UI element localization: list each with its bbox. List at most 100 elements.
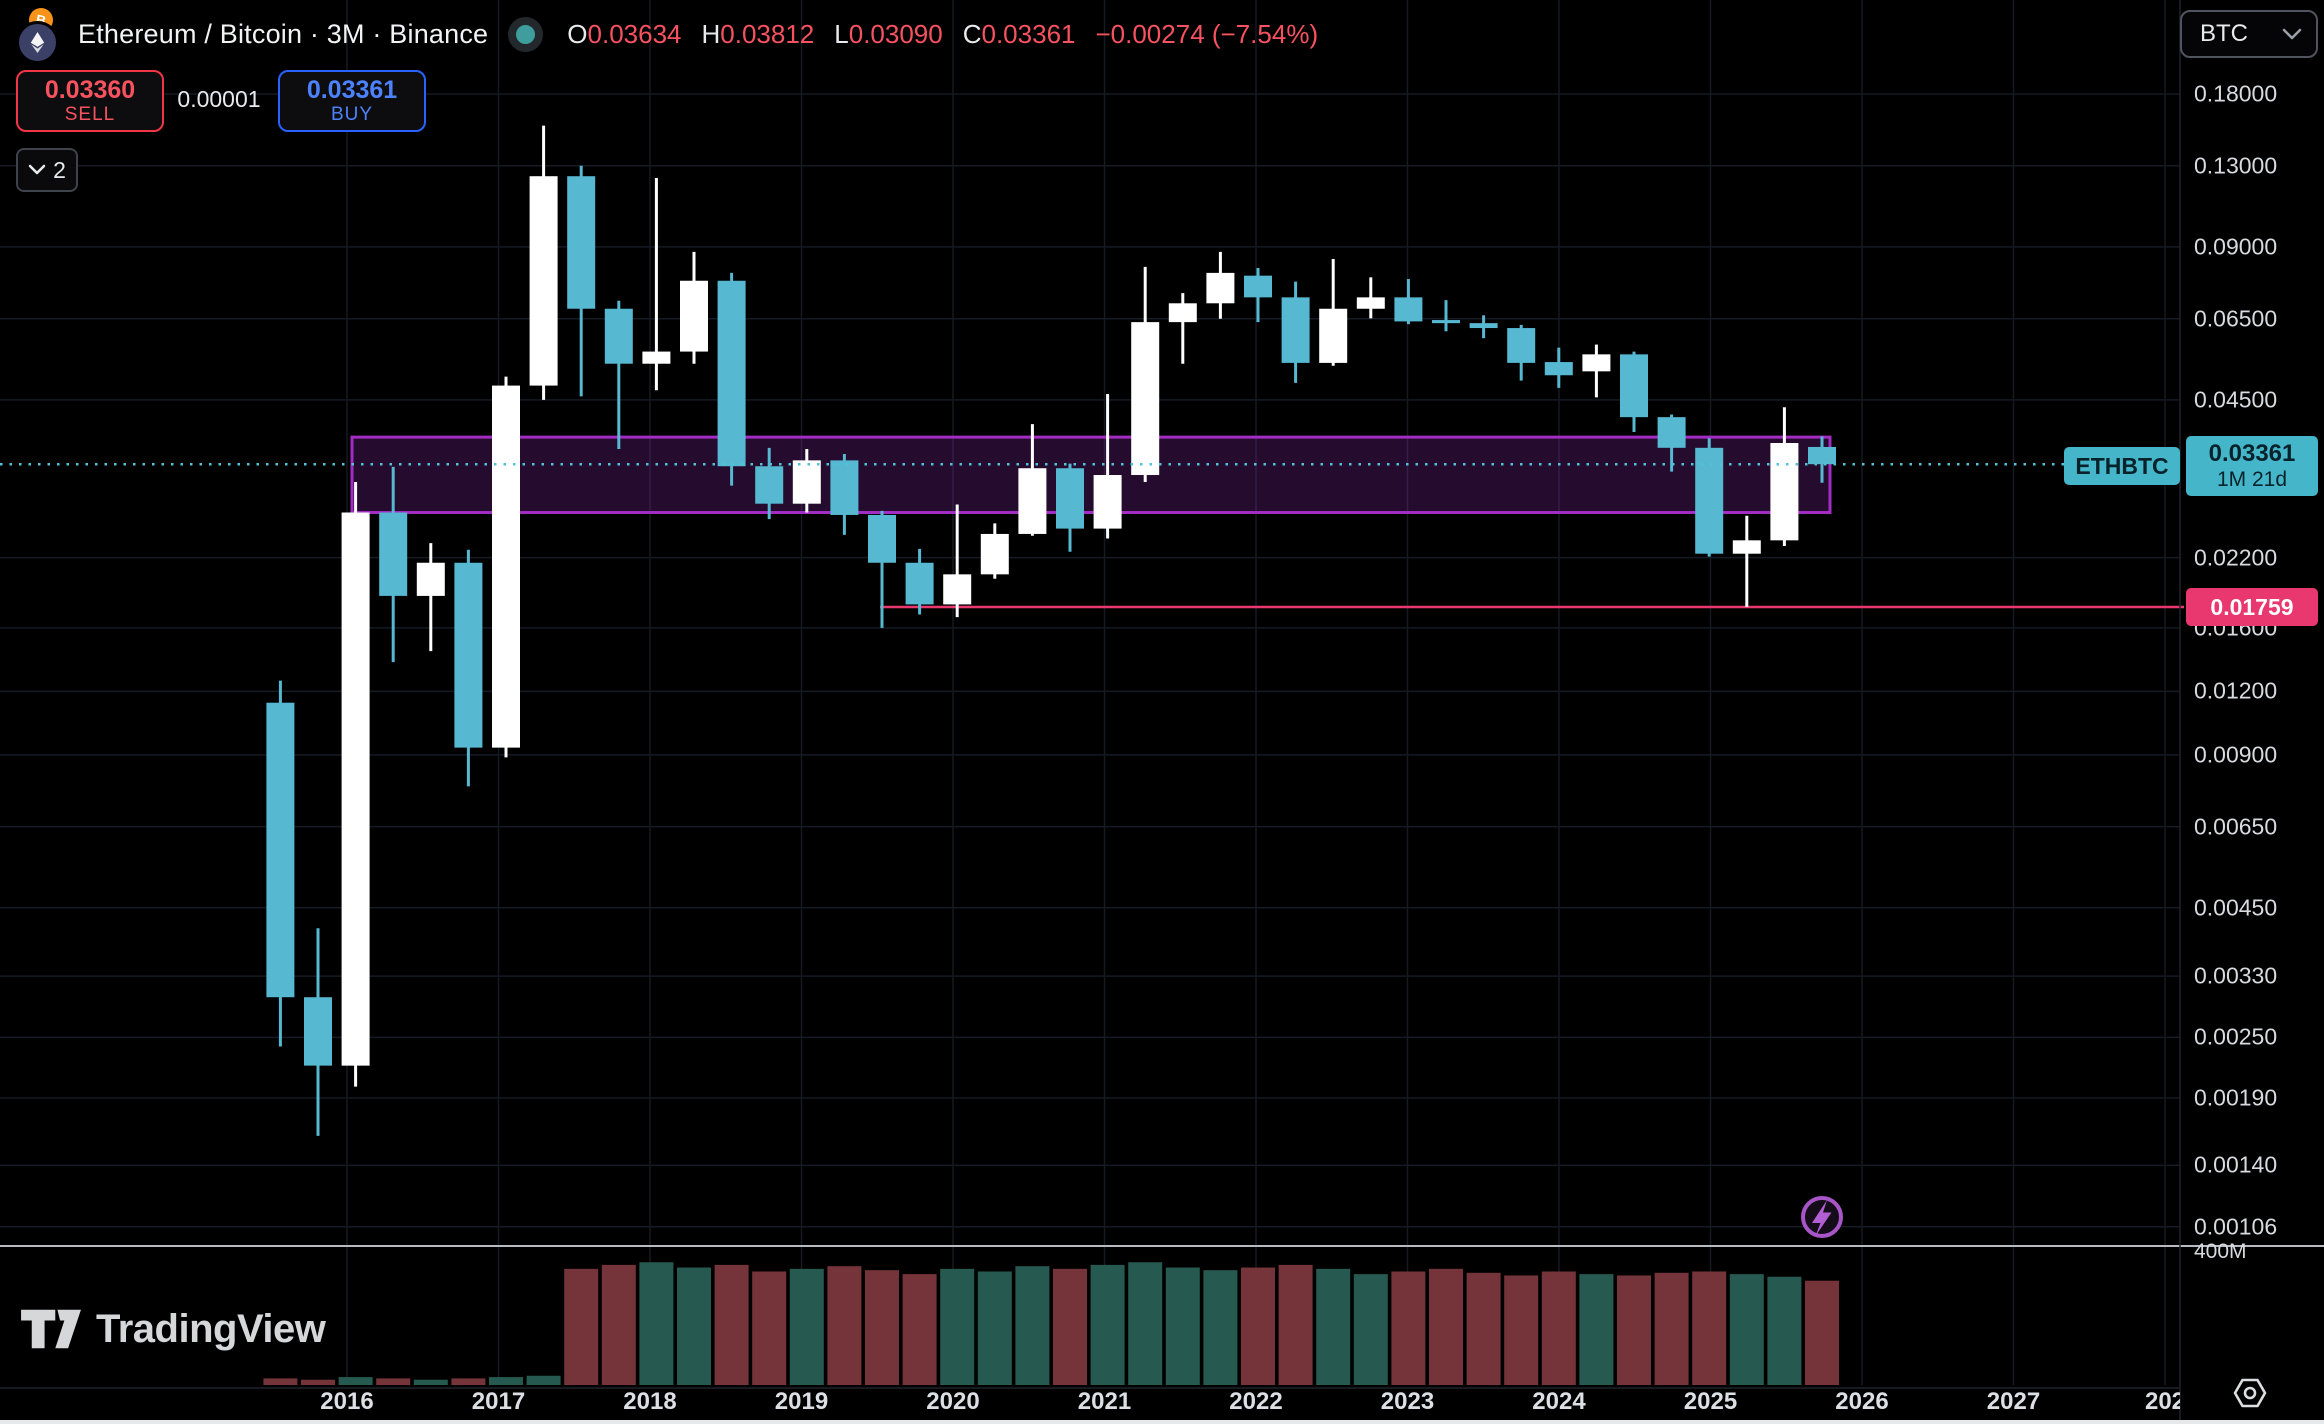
candle-body <box>717 280 746 467</box>
volume-bar <box>564 1268 599 1385</box>
candle-body <box>1356 297 1385 309</box>
ohlc-values: O0.03634 H0.03812 L0.03090 C0.03361 −0.0… <box>567 19 1318 50</box>
volume-bar <box>1316 1268 1351 1385</box>
low-key: L <box>834 18 849 49</box>
year-label: 2018 <box>623 1388 677 1415</box>
candle-body <box>1206 272 1235 304</box>
volume-bar <box>1541 1271 1576 1385</box>
candle-body <box>1244 275 1272 298</box>
year-label: 2017 <box>471 1388 526 1415</box>
year-label: 2026 <box>1835 1388 1889 1415</box>
candle-countdown-badge[interactable]: 2 <box>16 148 78 192</box>
volume-bar <box>376 1378 411 1385</box>
candle-body <box>1469 323 1498 329</box>
open-key: O <box>567 18 588 49</box>
volume-bar <box>1203 1270 1238 1385</box>
open-value: 0.03634 <box>587 18 682 49</box>
candle-body <box>1808 446 1836 465</box>
price-tick-label: 0.06500 <box>2194 305 2278 332</box>
time-axis[interactable]: 2016 2017 2018 2019 2020 2021 2022 2023 2024 2025… <box>0 1388 2180 1424</box>
currency-dropdown[interactable]: BTC <box>2180 10 2318 58</box>
volume-bar <box>1504 1275 1539 1385</box>
volume-bar <box>338 1377 373 1385</box>
year-label: 2019 <box>774 1388 829 1415</box>
bar-countdown: 1M 21d <box>2216 467 2288 491</box>
high-value: 0.03812 <box>720 18 815 49</box>
symbol-price-flag: ETHBTC <box>2064 447 2180 485</box>
candle-body <box>1131 322 1160 476</box>
price-tick-label: 0.00106 <box>2194 1213 2278 1240</box>
volume-bar <box>714 1264 749 1385</box>
price-tick-label: 0.00190 <box>2194 1084 2278 1111</box>
timezone-settings-icon[interactable] <box>2231 1374 2269 1412</box>
price-tick-label: 0.00140 <box>2194 1151 2278 1178</box>
candle-body <box>416 562 445 596</box>
volume-bar <box>827 1266 862 1385</box>
candle-body <box>1770 442 1799 541</box>
year-label: 2025 <box>1683 1388 1738 1415</box>
volume-bar <box>413 1379 448 1385</box>
volume-bar <box>1805 1280 1839 1385</box>
lightning-bolt-icon <box>1812 1200 1832 1236</box>
symbol-title[interactable]: Ethereum / Bitcoin · 3M · Binance <box>78 18 489 49</box>
price-tick-label: 0.02200 <box>2194 544 2278 571</box>
price-tick-label: 0.13000 <box>2194 152 2278 179</box>
market-status-dot[interactable] <box>508 16 544 52</box>
chevron-down-icon <box>2282 28 2302 39</box>
candle-body <box>1695 447 1724 554</box>
sell-label: SELL <box>64 104 116 126</box>
sell-button[interactable]: 0.03360 SELL <box>16 70 164 132</box>
candle-body <box>266 702 295 998</box>
candle-body <box>1732 540 1761 554</box>
candle-body <box>1281 297 1310 363</box>
candle-body <box>830 460 859 515</box>
year-label: 2021 <box>1077 1388 1132 1415</box>
volume-bar <box>1391 1271 1426 1385</box>
volume-bar <box>1767 1276 1802 1385</box>
volume-bar <box>1654 1272 1689 1385</box>
volume-bar <box>451 1378 486 1385</box>
volume-axis-label: 400M <box>2194 1240 2247 1263</box>
volume-bar <box>1090 1264 1125 1385</box>
volume-bar <box>1278 1264 1313 1385</box>
volume-bar <box>1466 1272 1501 1385</box>
volume-bar <box>752 1271 787 1385</box>
candle-body <box>1507 328 1536 363</box>
year-label: 2023 <box>1380 1388 1435 1415</box>
candle-body <box>492 385 520 748</box>
low-value: 0.03090 <box>848 18 943 49</box>
volume-bar <box>1353 1274 1388 1385</box>
volume-bar <box>1692 1271 1727 1385</box>
ethereum-icon <box>16 21 59 64</box>
candle-body <box>1582 354 1611 372</box>
buy-label: BUY <box>330 104 374 126</box>
volume-bar <box>940 1268 975 1385</box>
close-value: 0.03361 <box>981 18 1076 49</box>
current-price-label: 0.03361 1M 21d <box>2186 436 2318 496</box>
candle-body <box>792 460 821 504</box>
volume-bar <box>865 1270 899 1385</box>
volume-bar <box>1241 1267 1275 1385</box>
tradingview-logo[interactable]: TradingView <box>20 1306 326 1352</box>
candle-body <box>943 574 972 605</box>
year-label: 2024 <box>1532 1388 1586 1415</box>
price-tick-label: 0.00330 <box>2194 962 2278 989</box>
pair-logo[interactable]: B <box>16 5 64 64</box>
zone-rectangle-drawing[interactable] <box>350 435 1832 515</box>
candle-body <box>1620 354 1648 418</box>
candle-body <box>604 308 633 364</box>
spread-value: 0.00001 <box>177 85 261 112</box>
candle-body <box>1394 297 1423 322</box>
year-label: 202 <box>2144 1388 2180 1415</box>
volume-bar <box>1053 1268 1087 1385</box>
year-label: 2020 <box>926 1388 980 1415</box>
buy-price: 0.03361 <box>306 76 398 105</box>
candle-body <box>755 466 784 504</box>
price-tick-label: 0.09000 <box>2194 233 2278 260</box>
candle-body <box>1018 468 1047 534</box>
symbol-header: B Ethereum / Bitcoin · 3M · Binance O0.0… <box>16 5 1318 64</box>
buy-button[interactable]: 0.03361 BUY <box>278 70 426 132</box>
volume-bar <box>789 1268 824 1385</box>
candle-body <box>529 176 558 386</box>
